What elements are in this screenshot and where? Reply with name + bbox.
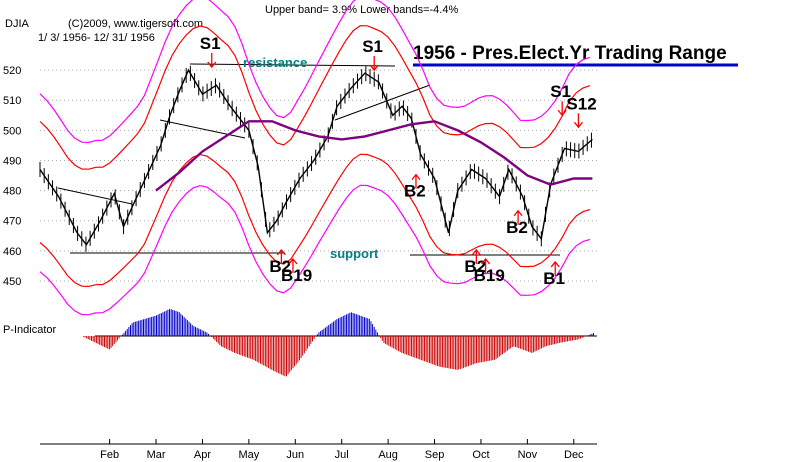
x-tick-label: Aug (378, 449, 398, 461)
y-tick-label: 450 (3, 276, 21, 288)
x-tick-label: Jun (286, 449, 304, 461)
y-tick-label: 470 (3, 216, 21, 228)
signal-arrow (276, 248, 286, 264)
y-tick-label: 460 (3, 246, 21, 258)
channel-line-3 (334, 84, 431, 121)
signal-arrow (550, 260, 560, 276)
symbol-label: DJIA (5, 18, 30, 30)
p-indicator-label: P-Indicator (3, 324, 57, 336)
signal-arrow (481, 257, 491, 273)
lower-band (39, 153, 591, 288)
y-tick-label: 510 (3, 95, 21, 107)
y-tick-label: 480 (3, 186, 21, 198)
outer-upper-band (39, 0, 591, 144)
resistance-label: resistance (243, 55, 307, 70)
signal-arrow (471, 248, 481, 264)
trend-lines (57, 63, 560, 256)
x-tick-label: Dec (564, 449, 584, 461)
chart-title: 1956 - Pres.Elect.Yr Trading Range (413, 43, 727, 64)
signal-arrow (573, 113, 583, 129)
y-tick-label: 520 (3, 65, 21, 77)
grid-lines (40, 69, 597, 282)
outer-lower-band (39, 184, 591, 316)
signal-label: B2 (464, 257, 486, 276)
moving-average-series (155, 120, 593, 192)
signal-label: B2 (269, 257, 291, 276)
signal-label: S1 (362, 37, 383, 56)
signal-label: S1 (550, 82, 571, 101)
signal-label: B19 (281, 266, 312, 285)
x-tick-label: Sep (425, 449, 445, 461)
signal-arrow (207, 53, 217, 69)
x-tick-label: May (238, 449, 259, 461)
upper-band (39, 25, 591, 170)
x-tick-label: Jul (335, 449, 349, 461)
resistance-line (189, 63, 396, 67)
support-label: support (330, 246, 379, 261)
copyright-label: (C)2009, www.tigersoft.com (68, 18, 203, 30)
signal-arrow (288, 257, 298, 273)
x-tick-label: Feb (100, 449, 119, 461)
x-tick-label: Apr (194, 449, 211, 461)
signal-arrow (513, 209, 523, 225)
signal-label: S1 (200, 34, 221, 53)
date-range-label: 1/ 3/ 1956- 12/ 31/ 1956 (38, 32, 155, 44)
signal-label: S12 (566, 94, 596, 113)
channel-line-1 (159, 119, 246, 139)
signal-arrow (557, 101, 567, 117)
x-tick-label: Nov (518, 449, 538, 461)
signal-label: B1 (543, 269, 565, 288)
price-bars (39, 65, 592, 252)
signal-label: B2 (506, 218, 528, 237)
x-tick-label: Mar (147, 449, 166, 461)
x-tick-label: Oct (472, 449, 489, 461)
signal-arrow (369, 56, 379, 72)
signal-label: B2 (404, 182, 426, 201)
y-tick-label: 490 (3, 155, 21, 167)
bollinger-bands (39, 0, 591, 316)
signal-label: B19 (474, 266, 505, 285)
y-axis-ticks: 450 460 470 480 490 500 510 520 (3, 65, 21, 288)
p-indicator-histogram (82, 309, 595, 377)
y-tick-label: 500 (3, 125, 21, 137)
signal-arrow (411, 173, 421, 189)
channel-line-2 (57, 187, 133, 205)
x-axis-ticks: Feb Mar Apr May Jun Jul Aug Sep Oct Nov Dec (40, 439, 597, 461)
bands-label: Upper band= 3.9% Lower bands=-4.4% (265, 4, 458, 16)
